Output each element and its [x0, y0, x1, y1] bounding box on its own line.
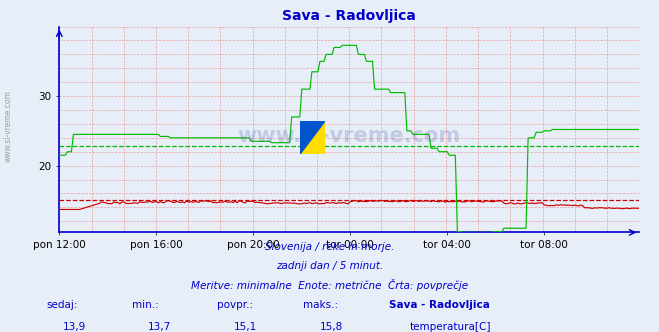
Text: 15,8: 15,8 [320, 322, 343, 332]
Text: 13,7: 13,7 [148, 322, 171, 332]
Text: min.:: min.: [132, 300, 159, 310]
Text: sedaj:: sedaj: [46, 300, 78, 310]
Text: Sava - Radovljica: Sava - Radovljica [389, 300, 490, 310]
Text: maks.:: maks.: [303, 300, 338, 310]
Text: 15,1: 15,1 [234, 322, 257, 332]
Text: www.si-vreme.com: www.si-vreme.com [4, 90, 13, 162]
Polygon shape [300, 121, 325, 154]
Text: povpr.:: povpr.: [217, 300, 254, 310]
Text: Slovenija / reke in morje.: Slovenija / reke in morje. [265, 242, 394, 252]
Text: temperatura[C]: temperatura[C] [410, 322, 492, 332]
Text: 13,9: 13,9 [63, 322, 86, 332]
Text: Meritve: minimalne  Enote: metrične  Črta: povprečje: Meritve: minimalne Enote: metrične Črta:… [191, 279, 468, 291]
Title: Sava - Radovljica: Sava - Radovljica [282, 9, 416, 23]
Polygon shape [300, 121, 325, 154]
Text: zadnji dan / 5 minut.: zadnji dan / 5 minut. [276, 261, 383, 271]
Text: www.si-vreme.com: www.si-vreme.com [238, 125, 461, 146]
